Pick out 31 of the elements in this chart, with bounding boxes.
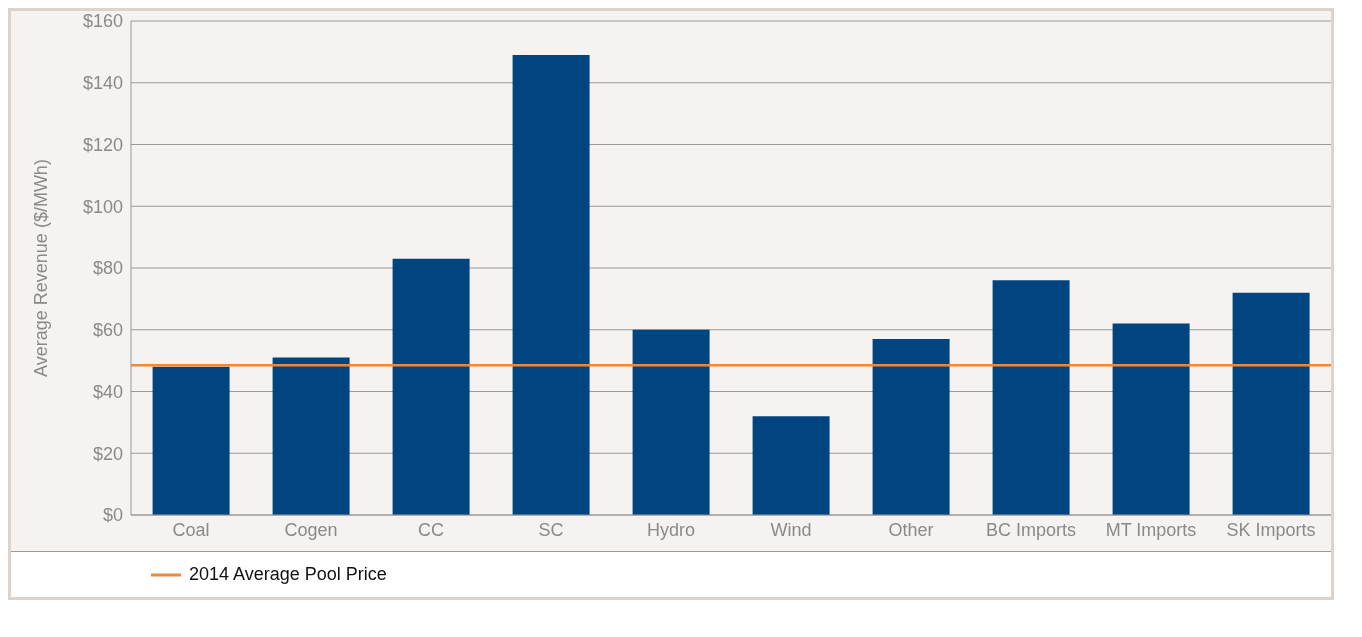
y-tick-label: $60 [92,320,123,341]
x-tick-label: Coal [172,519,210,540]
y-tick-label: $140 [82,73,123,94]
x-tick-label: MT Imports [1105,519,1197,540]
bar [392,258,470,515]
y-tick-label: $20 [92,443,123,464]
x-tick-label: CC [418,519,444,540]
x-tick-label: Wind [770,519,812,540]
y-axis-title: Average Revenue ($/MWh) [31,159,52,377]
bar [992,280,1070,515]
legend-label: 2014 Average Pool Price [189,564,387,585]
y-tick-label: $80 [92,258,123,279]
x-tick-label: SC [538,519,564,540]
bar [872,339,950,515]
bar [752,416,830,515]
bar [152,366,230,515]
x-tick-label: Other [888,519,934,540]
bar [272,357,350,515]
bar [1232,292,1310,515]
x-tick-label: Hydro [646,519,696,540]
bar [632,329,710,515]
x-tick-label: SK Imports [1226,519,1316,540]
x-tick-label: BC Imports [985,519,1077,540]
y-tick-label: $0 [102,505,123,526]
x-tick-label: Cogen [284,519,338,540]
y-tick-label: $160 [82,11,123,32]
y-tick-label: $100 [82,196,123,217]
y-tick-label: $40 [92,381,123,402]
bar [1112,323,1190,515]
y-tick-label: $120 [82,134,123,155]
bar [512,54,590,515]
